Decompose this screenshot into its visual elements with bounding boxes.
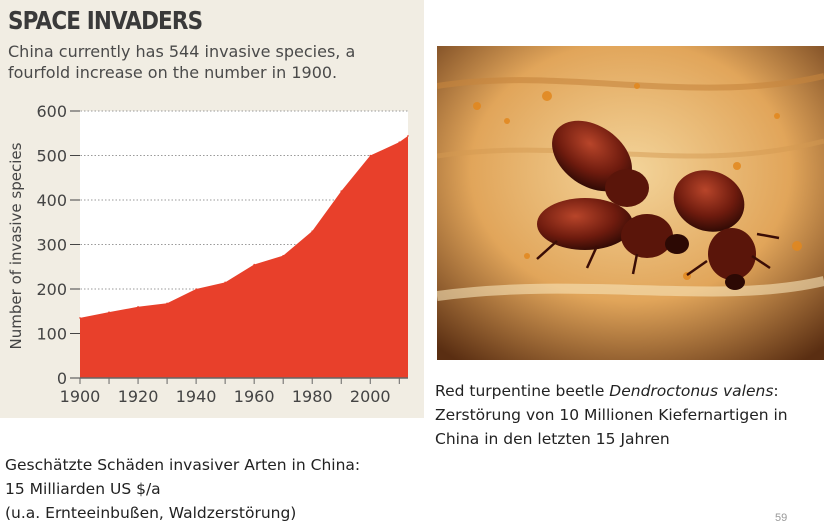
chart-panel: SPACE INVADERS China currently has 544 i…: [0, 0, 424, 418]
y-axis-label: Number of invasive species: [7, 142, 25, 349]
area-chart: 0 100 200 300 400 500 600 1900 1920 1940 1960 1980 2…: [7, 102, 409, 406]
x-tick-label: 1940: [176, 387, 217, 406]
y-tick-label: 0: [57, 369, 67, 388]
axis-ticks: 0 100 200 300 400 500 600 1900 1920 1940 1960 1980 2…: [36, 102, 409, 406]
y-tick-label: 500: [36, 147, 67, 166]
data-point: [407, 135, 409, 137]
chart-subtitle: China currently has 544 invasive species…: [8, 42, 356, 82]
damage-estimate: Geschätzte Schäden invasiver Arten in Ch…: [5, 453, 425, 525]
series-area: [80, 135, 408, 378]
x-tick-label: 2000: [350, 387, 391, 406]
y-tick-label: 200: [36, 280, 67, 299]
y-tick-label: 300: [36, 236, 67, 255]
beetle-2: [537, 198, 689, 258]
x-tick-label: 1980: [292, 387, 333, 406]
y-tick-label: 600: [36, 102, 67, 121]
slide-number: 59: [775, 512, 788, 524]
caption-prefix: Red turpentine beetle: [435, 382, 610, 400]
species-name: Dendroctonus valens: [609, 382, 774, 400]
caption-line3: China in den letzten 15 Jahren: [435, 430, 670, 448]
x-tick-label: 1920: [118, 387, 159, 406]
damage-line3: (u.a. Ernteeinbußen, Waldzerstörung): [5, 504, 297, 522]
x-tick-label: 1900: [60, 387, 101, 406]
beetle-1: [552, 120, 649, 207]
data-point: [253, 263, 255, 266]
damage-line2: 15 Milliarden US $/a: [5, 480, 161, 498]
data-point: [166, 302, 168, 305]
data-point: [108, 311, 110, 313]
data-point: [79, 317, 81, 319]
data-point: [282, 254, 284, 257]
data-point: [195, 288, 197, 290]
beetle-photo: [437, 46, 824, 360]
data-point: [340, 190, 343, 192]
caption-line2: Zerstörung von 10 Millionen Kiefernartig…: [435, 406, 788, 424]
data-point: [224, 281, 226, 284]
chart-title: SPACE INVADERS: [8, 6, 203, 35]
damage-line1: Geschätzte Schäden invasiver Arten in Ch…: [5, 456, 361, 474]
data-point: [311, 230, 314, 232]
beetle-3: [673, 170, 756, 290]
x-tick-label: 1960: [234, 387, 275, 406]
data-point: [398, 141, 401, 143]
y-tick-label: 400: [36, 191, 67, 210]
photo-caption: Red turpentine beetle Dendroctonus valen…: [435, 379, 837, 451]
caption-colon: :: [773, 382, 779, 400]
data-point: [369, 154, 372, 157]
y-tick-label: 100: [36, 325, 67, 344]
data-point: [137, 306, 139, 308]
